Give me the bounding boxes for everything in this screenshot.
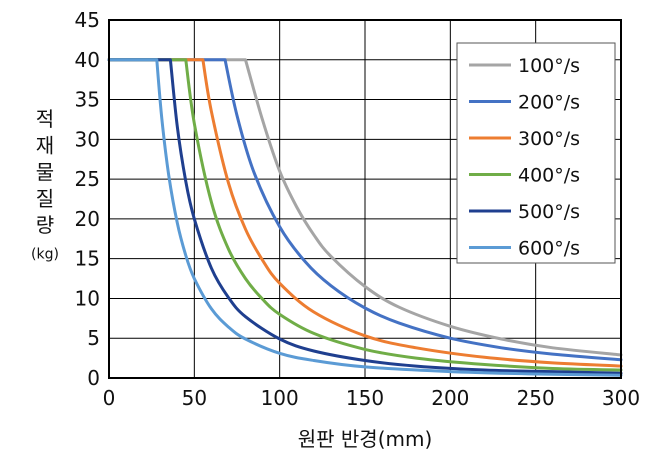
y-tick-label: 20 xyxy=(75,207,100,231)
y-tick-label: 5 xyxy=(87,326,100,350)
x-axis-title: 원판 반경(mm) xyxy=(298,427,433,451)
x-tick-label: 200 xyxy=(431,386,469,410)
y-tick-label: 45 xyxy=(75,8,100,32)
series-line xyxy=(107,58,623,372)
series-line xyxy=(107,58,623,377)
legend-label: 300°/s xyxy=(518,128,580,150)
series-lines xyxy=(107,58,623,377)
y-axis-title-glyph: 재 xyxy=(36,134,54,158)
x-axis-ticks: 0 50 100 150 200 250 300 xyxy=(103,386,640,410)
y-tick-label: 0 xyxy=(87,366,100,390)
legend-label: 400°/s xyxy=(518,165,580,187)
legend-label: 600°/s xyxy=(518,238,580,260)
y-axis-title-glyph: 물 xyxy=(36,160,54,184)
y-tick-label: 35 xyxy=(75,88,100,112)
x-tick-label: 150 xyxy=(346,386,384,410)
x-tick-label: 300 xyxy=(602,386,640,410)
legend-label: 500°/s xyxy=(518,201,580,223)
x-tick-label: 100 xyxy=(261,386,299,410)
y-axis-title-glyph: (kg) xyxy=(31,247,59,263)
y-tick-label: 40 xyxy=(75,48,100,72)
y-axis-ticks: 0 5 10 15 20 25 30 35 40 45 xyxy=(75,8,100,390)
series-line xyxy=(107,58,623,357)
legend-label: 100°/s xyxy=(518,55,580,77)
series-line xyxy=(107,58,623,375)
y-tick-label: 25 xyxy=(75,167,100,191)
y-axis-title-glyph: 량 xyxy=(36,213,54,237)
x-tick-label: 250 xyxy=(517,386,555,410)
legend-box xyxy=(456,42,616,264)
x-tick-label: 0 xyxy=(103,386,116,410)
y-axis-title-glyph: 적 xyxy=(36,107,54,131)
plot-frame xyxy=(108,19,622,379)
legend-label: 200°/s xyxy=(518,92,580,114)
y-tick-label: 15 xyxy=(75,247,100,271)
x-tick-label: 50 xyxy=(182,386,207,410)
series-line xyxy=(107,58,623,362)
y-tick-label: 30 xyxy=(75,127,100,151)
series-line xyxy=(107,58,623,368)
legend: 100°/s 200°/s 300°/s 400°/s 500°/s 600°/s xyxy=(456,42,616,264)
y-axis-title-glyph: 질 xyxy=(36,187,54,211)
y-tick-label: 10 xyxy=(75,286,100,310)
